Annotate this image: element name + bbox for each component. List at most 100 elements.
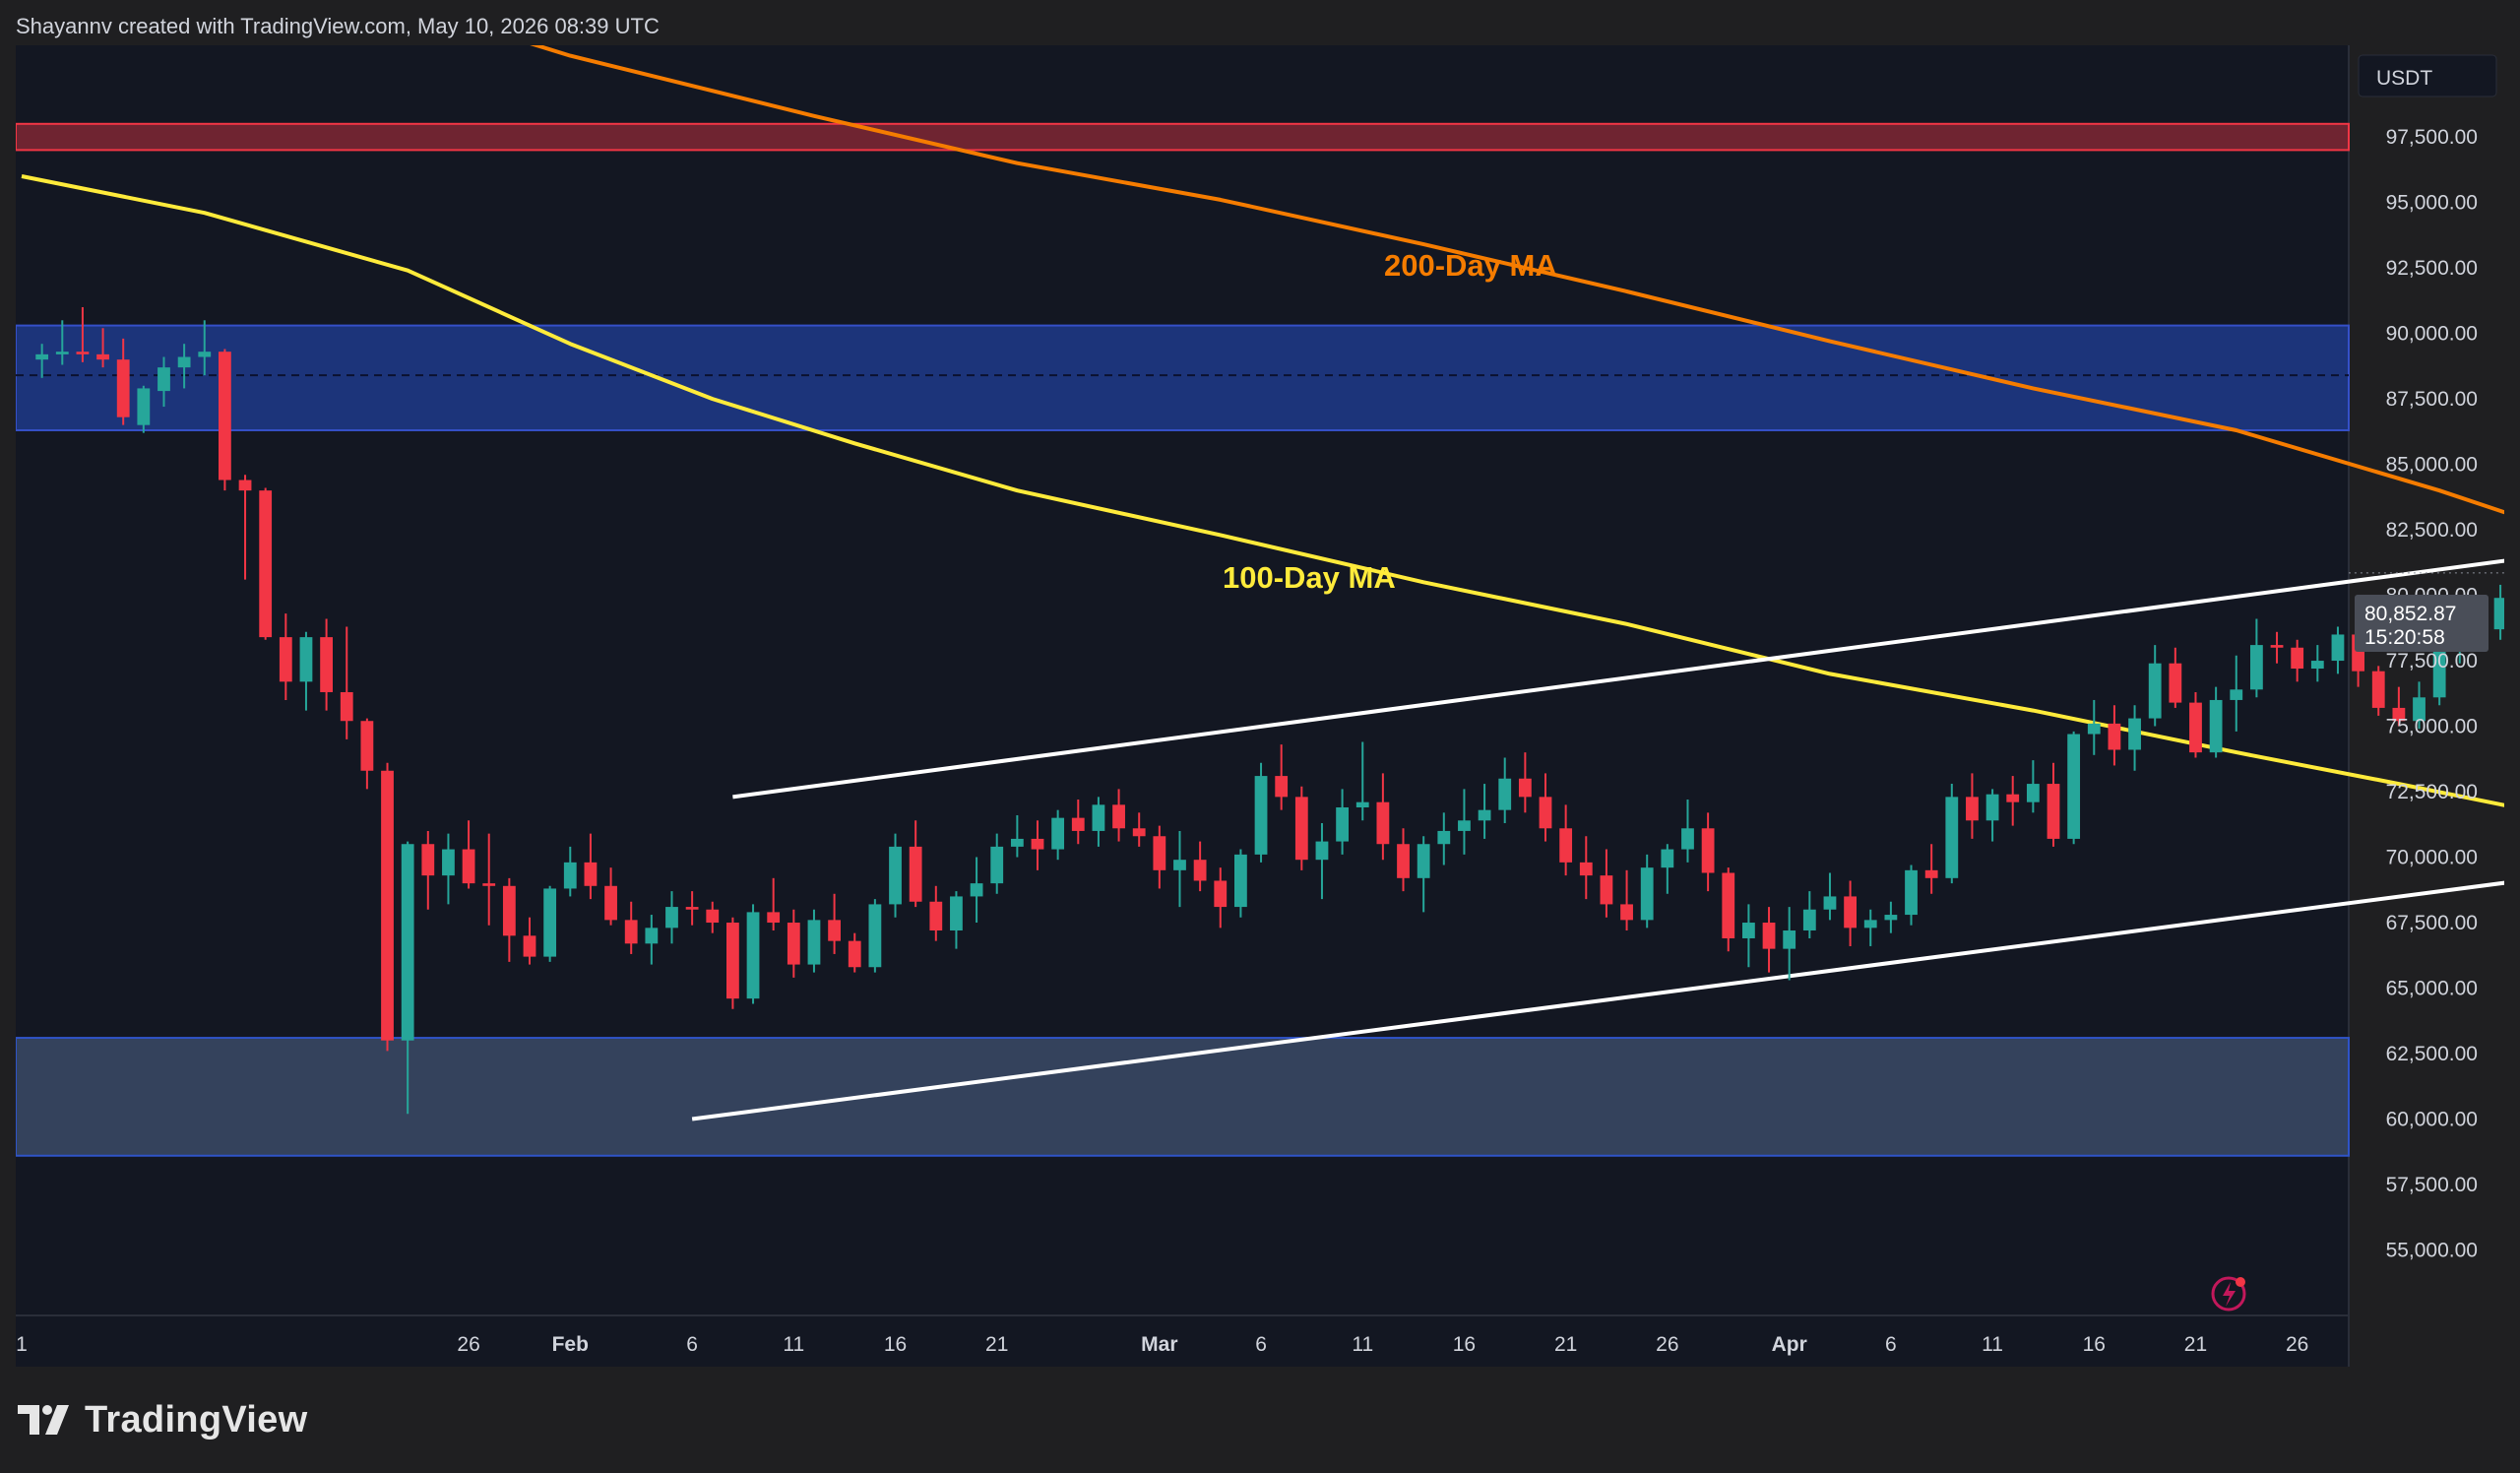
time-tick-label: 21: [1554, 1333, 1577, 1356]
candle-body: [726, 923, 739, 999]
candle-body: [2128, 718, 2141, 750]
candle-body: [685, 907, 699, 910]
candle-body: [2209, 699, 2223, 753]
candle-bullish: [137, 385, 151, 433]
candle-bullish: [1640, 854, 1654, 929]
candle-bullish: [950, 891, 963, 949]
candle-body: [482, 883, 496, 886]
candle-body: [1884, 915, 1898, 921]
candle-bearish: [2392, 686, 2406, 727]
candle-bearish: [1031, 820, 1044, 870]
candle-bearish: [787, 909, 800, 978]
candle-body: [55, 352, 69, 354]
candle-body: [1823, 896, 1837, 910]
candle-bullish: [2148, 645, 2162, 727]
lightning-icon[interactable]: [2211, 1276, 2246, 1312]
candle-bearish: [1214, 867, 1228, 929]
candle-body: [2148, 663, 2162, 719]
time-tick-label: 6: [1255, 1333, 1267, 1356]
candle-bullish: [1051, 809, 1065, 861]
price-axis[interactable]: 55,000.00 57,500.00 60,000.00 62,500.00 65,0…: [2374, 61, 2478, 1262]
candle-body: [889, 846, 902, 905]
candle-body: [2310, 661, 2324, 670]
candle-body: [2291, 647, 2304, 670]
candle-bearish: [1844, 880, 1857, 946]
candle-body: [2067, 734, 2081, 839]
price-tick-label: 77,500.00: [2386, 650, 2478, 672]
candle-bullish: [1661, 844, 1674, 894]
candle-body: [1051, 817, 1065, 850]
price-tick-label: 82,500.00: [2386, 519, 2478, 542]
candle-body: [1234, 854, 1247, 908]
tradingview-brand[interactable]: TradingView: [18, 1396, 307, 1443]
candle-body: [1559, 828, 1573, 863]
candle-body: [1966, 797, 1979, 821]
candle-body: [2026, 784, 2040, 802]
currency-badge[interactable]: USDT: [2358, 54, 2497, 97]
time-tick-label: 21: [985, 1333, 1008, 1356]
ma100-label: 100-Day MA: [1223, 560, 1396, 595]
candle-body: [1762, 923, 1776, 949]
candle-body: [604, 885, 617, 921]
candle-bullish: [2331, 626, 2345, 674]
lightning-icon-bolt: [2223, 1282, 2236, 1307]
candle-bearish: [685, 891, 699, 926]
candle-body: [2230, 689, 2243, 700]
candle-bearish: [116, 338, 130, 425]
candle-bullish: [2250, 618, 2263, 698]
candle-bullish: [1315, 822, 1329, 900]
price-axis-background: [2349, 45, 2504, 1367]
candle-bullish: [1742, 904, 1755, 968]
candle-bearish: [1966, 773, 1979, 839]
candle-body: [76, 352, 90, 354]
candle-body: [1600, 875, 1613, 905]
candle-bullish: [665, 891, 678, 944]
candle-bullish: [1458, 789, 1471, 855]
candle-bearish: [2108, 705, 2121, 766]
candle-bearish: [1397, 828, 1410, 892]
candle-bullish: [1092, 797, 1105, 847]
candle-body: [219, 352, 231, 480]
candle-bullish: [1010, 814, 1024, 858]
chart-frame[interactable]: 55,000.00 57,500.00 60,000.00 62,500.00 65,0…: [15, 0, 2520, 1367]
candle-bullish: [2026, 760, 2040, 813]
candle-body: [1193, 860, 1207, 881]
candle-bearish: [2291, 639, 2304, 682]
time-tick-label: 11: [1982, 1333, 2003, 1356]
ma100-line: [21, 174, 2520, 811]
candle-body: [1783, 930, 1796, 949]
candle-bullish: [2413, 681, 2426, 730]
candle-bearish: [2169, 647, 2182, 708]
candle-bearish: [1722, 867, 1735, 952]
candle-bullish: [198, 320, 212, 376]
price-chart[interactable]: 55,000.00 57,500.00 60,000.00 62,500.00 65,0…: [15, 0, 2520, 1367]
candle-bearish: [482, 833, 496, 926]
candle-bullish: [1437, 812, 1451, 865]
time-axis[interactable]: 1 26 Feb 6 11 16 21 Mar 6 11 16 21 26 Apr 6 11 16 21 26: [16, 1333, 2308, 1356]
candle-body: [1315, 841, 1329, 861]
candle-body: [1498, 778, 1512, 810]
candle-body: [360, 721, 374, 771]
candle-body: [2108, 723, 2121, 750]
candle-body: [2371, 671, 2385, 708]
candle-body: [35, 353, 49, 360]
candle-bearish: [909, 820, 922, 908]
candle-bullish: [2209, 686, 2223, 758]
candle-bullish: [2310, 645, 2324, 682]
time-tick-label: 6: [686, 1333, 698, 1356]
time-tick-label: 26: [1656, 1333, 1678, 1356]
time-tick-label: 11: [1352, 1333, 1373, 1356]
candle-body: [1742, 923, 1755, 938]
candle-body: [645, 928, 659, 944]
time-tick-label: Feb: [552, 1333, 589, 1356]
candle-bearish: [1071, 800, 1085, 845]
candle-body: [2331, 634, 2345, 662]
time-tick-label: 11: [783, 1333, 804, 1356]
price-tag-value: 80,852.87: [2364, 603, 2456, 625]
candle-body: [2250, 645, 2263, 690]
price-tick-label: 67,500.00: [2386, 912, 2478, 934]
candle-bullish: [990, 833, 1004, 894]
time-tick-label: 16: [1453, 1333, 1476, 1356]
candle-body: [1661, 849, 1674, 868]
candle-bullish: [1945, 784, 1959, 884]
